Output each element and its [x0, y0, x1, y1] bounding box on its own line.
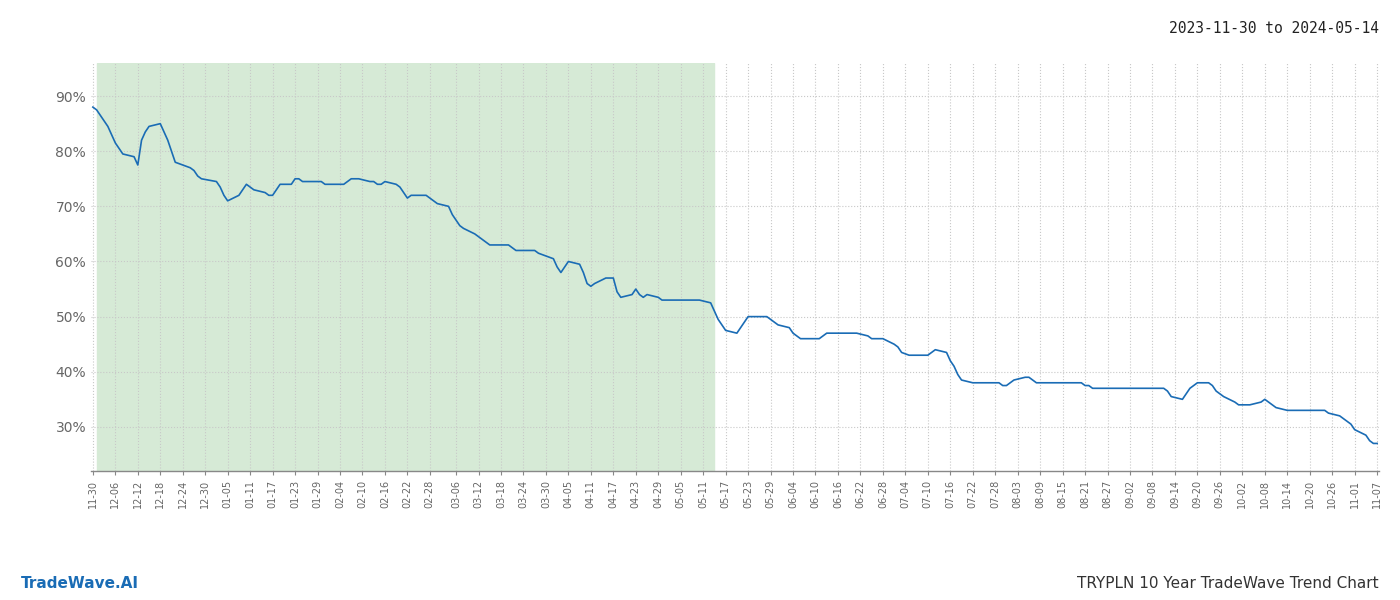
Text: TRYPLN 10 Year TradeWave Trend Chart: TRYPLN 10 Year TradeWave Trend Chart [1078, 576, 1379, 591]
Bar [97, 63, 714, 471]
Text: TradeWave.AI: TradeWave.AI [21, 576, 139, 591]
Text: 2023-11-30 to 2024-05-14: 2023-11-30 to 2024-05-14 [1169, 21, 1379, 36]
